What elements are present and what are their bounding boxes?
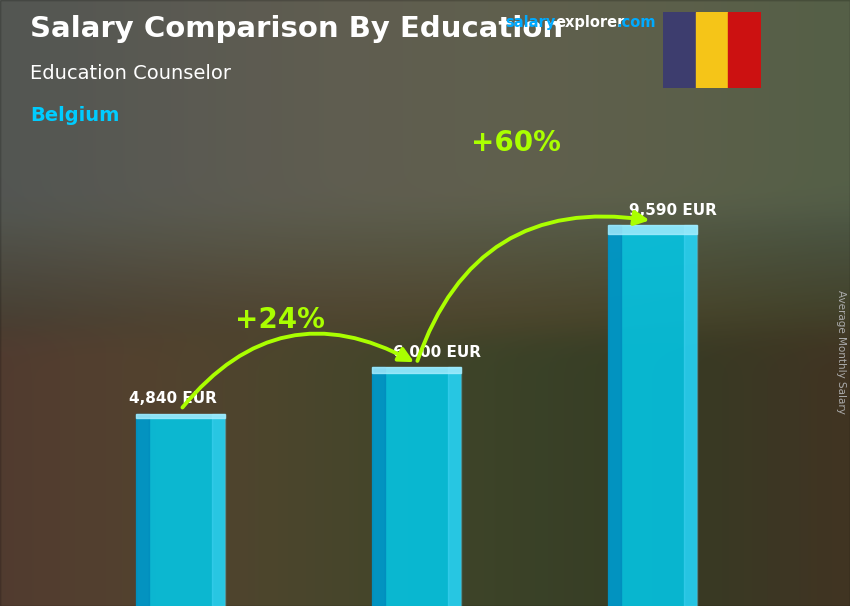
Bar bbox=[371, 367, 385, 606]
Text: Average Monthly Salary: Average Monthly Salary bbox=[836, 290, 846, 413]
Bar bbox=[136, 413, 225, 606]
Bar bbox=[371, 367, 462, 373]
Text: Belgium: Belgium bbox=[30, 106, 119, 125]
Bar bbox=[608, 225, 697, 606]
Text: 9,590 EUR: 9,590 EUR bbox=[629, 202, 717, 218]
Bar bbox=[683, 225, 697, 606]
Text: 4,840 EUR: 4,840 EUR bbox=[129, 391, 217, 407]
Bar bbox=[695, 12, 728, 88]
Bar bbox=[136, 413, 150, 606]
Text: Salary Comparison By Education: Salary Comparison By Education bbox=[30, 15, 563, 43]
Text: Education Counselor: Education Counselor bbox=[30, 64, 230, 82]
Bar bbox=[608, 225, 621, 606]
Text: explorer: explorer bbox=[555, 15, 625, 30]
Bar bbox=[212, 413, 225, 606]
Text: salary: salary bbox=[506, 15, 556, 30]
Text: +60%: +60% bbox=[471, 129, 560, 157]
Bar bbox=[136, 413, 225, 418]
Bar bbox=[448, 367, 462, 606]
Bar bbox=[728, 12, 761, 88]
Text: +24%: +24% bbox=[235, 305, 325, 333]
Text: 6,000 EUR: 6,000 EUR bbox=[393, 345, 481, 361]
Text: .com: .com bbox=[616, 15, 655, 30]
Bar bbox=[663, 12, 695, 88]
Bar bbox=[608, 225, 697, 235]
Bar bbox=[371, 367, 462, 606]
